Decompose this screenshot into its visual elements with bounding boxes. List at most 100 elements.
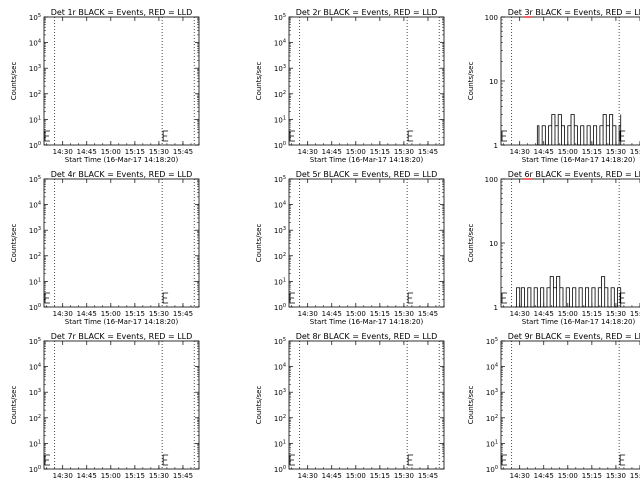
x-tick-label: 15:15 bbox=[125, 148, 145, 156]
x-tick-label: 14:30 bbox=[53, 472, 73, 480]
y-tick-label: 103 bbox=[29, 64, 41, 73]
y-tick-label: 103 bbox=[274, 388, 286, 397]
y-tick-label: 103 bbox=[29, 388, 41, 397]
y-tick-label: 103 bbox=[274, 226, 286, 235]
y-tick-label: 102 bbox=[29, 252, 41, 261]
panel-title: Det 1r BLACK = Events, RED = LLD bbox=[51, 8, 193, 17]
detector-panel-7: Det 7r BLACK = Events, RED = LLD 100 101 10… bbox=[10, 332, 200, 480]
plot-frame bbox=[288, 16, 445, 146]
event-marker bbox=[162, 292, 169, 304]
plot-frame bbox=[500, 340, 640, 470]
y-tick-label: 101 bbox=[274, 115, 286, 124]
panel-title: Det 9r BLACK = Events, RED = LLD bbox=[508, 332, 640, 341]
y-tick-label: 105 bbox=[29, 175, 41, 184]
x-tick-label: 15:00 bbox=[346, 310, 366, 318]
event-marker bbox=[289, 130, 295, 142]
y-tick-label: 104 bbox=[274, 201, 286, 210]
y-tick-label: 101 bbox=[274, 277, 286, 286]
y-tick-label: 101 bbox=[486, 439, 498, 448]
y-tick-label: 100 bbox=[274, 465, 286, 474]
y-tick-label: 101 bbox=[274, 439, 286, 448]
x-tick-label: 14:45 bbox=[534, 310, 554, 318]
x-tick-label: 15:15 bbox=[370, 310, 390, 318]
y-tick-label: 105 bbox=[29, 13, 41, 22]
detector-panel-8: Det 8r BLACK = Events, RED = LLD 100 101 10… bbox=[255, 332, 445, 480]
events-series bbox=[514, 276, 622, 308]
y-tick-label: 10 bbox=[489, 240, 498, 248]
y-tick-label: 102 bbox=[274, 252, 286, 261]
y-tick-label: 103 bbox=[29, 226, 41, 235]
x-axis-label: Start Time (16-Mar-17 14:18:20) bbox=[310, 156, 424, 164]
detector-panel-2: Det 2r BLACK = Events, RED = LLD 100 101 10… bbox=[255, 8, 445, 164]
y-axis-label: Counts/sec bbox=[255, 386, 263, 425]
x-tick-label: 15:45 bbox=[630, 310, 640, 318]
panel-title: Det 5r BLACK = Events, RED = LLD bbox=[296, 170, 438, 179]
y-axis-label: Counts/sec bbox=[467, 224, 475, 263]
x-tick-label: 15:00 bbox=[101, 310, 121, 318]
panel-title: Det 7r BLACK = Events, RED = LLD bbox=[51, 332, 193, 341]
x-tick-label: 14:30 bbox=[298, 472, 318, 480]
y-tick-label: 1 bbox=[494, 304, 498, 312]
y-axis-label: Counts/sec bbox=[467, 386, 475, 425]
y-tick-label: 101 bbox=[29, 439, 41, 448]
x-tick-label: 15:15 bbox=[582, 472, 602, 480]
event-marker bbox=[44, 292, 50, 304]
x-tick-label: 15:15 bbox=[582, 310, 602, 318]
detector-panel-5: Det 5r BLACK = Events, RED = LLD 100 101 10… bbox=[255, 170, 445, 326]
y-tick-label: 102 bbox=[274, 414, 286, 423]
y-tick-label: 104 bbox=[274, 363, 286, 372]
panel-title: Det 2r BLACK = Events, RED = LLD bbox=[296, 8, 438, 17]
x-tick-label: 15:00 bbox=[101, 472, 121, 480]
y-tick-label: 105 bbox=[29, 337, 41, 346]
y-tick-label: 1 bbox=[494, 142, 498, 150]
x-axis-label: Start Time (16-Mar-17 14:18:20) bbox=[65, 318, 179, 326]
x-tick-label: 14:45 bbox=[322, 310, 342, 318]
y-axis-label: Counts/sec bbox=[255, 224, 263, 263]
x-tick-label: 15:45 bbox=[418, 310, 438, 318]
y-tick-label: 103 bbox=[486, 388, 498, 397]
y-tick-label: 101 bbox=[29, 277, 41, 286]
panel-title: Det 8r BLACK = Events, RED = LLD bbox=[296, 332, 438, 341]
y-tick-label: 104 bbox=[29, 363, 41, 372]
y-tick-label: 100 bbox=[29, 141, 41, 150]
y-tick-label: 10 bbox=[489, 78, 498, 86]
x-tick-label: 15:30 bbox=[606, 472, 626, 480]
y-axis-label: Counts/sec bbox=[10, 386, 18, 425]
panel-title: Det 4r BLACK = Events, RED = LLD bbox=[51, 170, 193, 179]
y-tick-label: 100 bbox=[485, 14, 498, 22]
y-tick-label: 102 bbox=[29, 90, 41, 99]
y-tick-label: 100 bbox=[274, 303, 286, 312]
y-tick-label: 102 bbox=[274, 90, 286, 99]
x-tick-label: 14:30 bbox=[298, 148, 318, 156]
y-tick-label: 102 bbox=[29, 414, 41, 423]
x-tick-label: 15:15 bbox=[125, 472, 145, 480]
y-tick-label: 100 bbox=[485, 176, 498, 184]
x-tick-label: 14:45 bbox=[534, 148, 554, 156]
panel-title: Det 6r BLACK = Events, RED = LLD bbox=[508, 170, 640, 179]
detector-panel-6: Det 6r BLACK = Events, RED = LLD 1 10 100 Co… bbox=[467, 170, 640, 326]
x-tick-label: 15:00 bbox=[346, 472, 366, 480]
x-tick-label: 14:30 bbox=[298, 310, 318, 318]
x-tick-label: 14:45 bbox=[322, 472, 342, 480]
x-tick-label: 15:15 bbox=[370, 472, 390, 480]
events-series bbox=[535, 114, 622, 146]
x-tick-label: 14:45 bbox=[77, 148, 97, 156]
x-tick-label: 15:00 bbox=[346, 148, 366, 156]
y-tick-label: 104 bbox=[486, 363, 498, 372]
x-tick-label: 15:30 bbox=[149, 472, 169, 480]
x-tick-label: 15:30 bbox=[149, 148, 169, 156]
x-tick-label: 15:45 bbox=[173, 310, 193, 318]
y-axis-label: Counts/sec bbox=[10, 224, 18, 263]
panel-title: Det 3r BLACK = Events, RED = LLD bbox=[508, 8, 640, 17]
detector-panel-1: Det 1r BLACK = Events, RED = LLD 100 101 10… bbox=[10, 8, 200, 164]
x-tick-label: 15:30 bbox=[606, 310, 626, 318]
event-marker bbox=[289, 454, 295, 466]
x-tick-label: 14:30 bbox=[53, 310, 73, 318]
detector-panel-3: Det 3r BLACK = Events, RED = LLD 1 10 100 Co… bbox=[467, 8, 640, 164]
y-tick-label: 100 bbox=[29, 465, 41, 474]
x-tick-label: 14:45 bbox=[322, 148, 342, 156]
x-tick-label: 15:00 bbox=[558, 310, 578, 318]
event-marker bbox=[289, 292, 295, 304]
x-axis-label: Start Time (16-Mar-17 14:18:20) bbox=[522, 318, 636, 326]
plot-frame bbox=[43, 178, 200, 308]
